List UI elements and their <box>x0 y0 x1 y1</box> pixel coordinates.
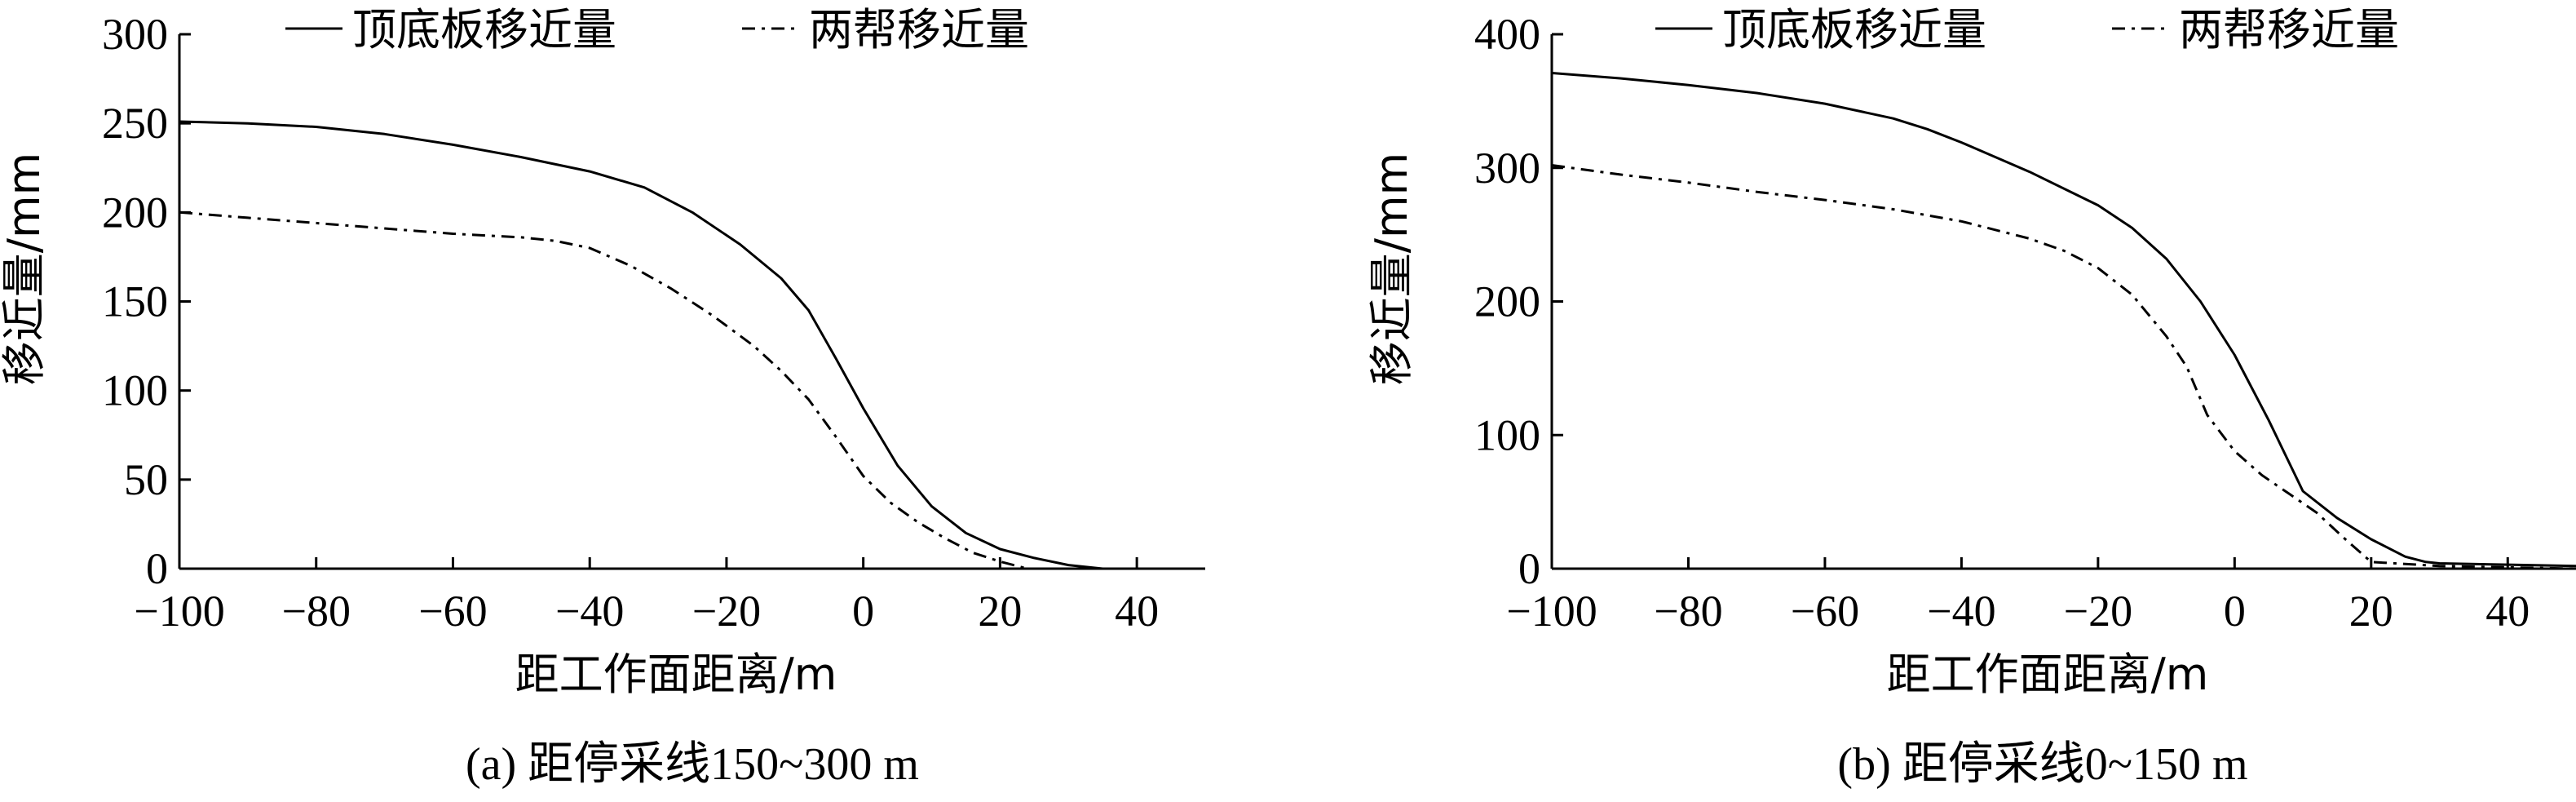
chart-panel-b: 0 100 200 300 400 −100 −80 −60 −40 −20 0 20 40 距工作面距离… <box>1366 4 2576 790</box>
x-tick-label: 20 <box>2349 587 2393 636</box>
x-tick-label: 40 <box>1115 587 1159 636</box>
y-tick-label: 300 <box>102 10 168 59</box>
y-tick-label: 100 <box>102 366 168 415</box>
x-axis-title: 距工作面距离/m <box>515 649 837 700</box>
y-tick-label: 50 <box>124 455 168 504</box>
y-tick-label: 0 <box>1518 544 1540 593</box>
x-tick-label: −100 <box>134 587 224 636</box>
y-tick-label: 100 <box>1474 410 1540 459</box>
legend-label: 顶底板移近量 <box>352 4 616 55</box>
figure-caption: (a) 距停采线150~300 m <box>466 739 919 790</box>
y-tick-label: 200 <box>1474 277 1540 326</box>
x-tick-label: −100 <box>1506 587 1597 636</box>
y-tick-label: 150 <box>102 277 168 326</box>
y-tick-label: 300 <box>1474 144 1540 193</box>
figure-caption: (b) 距停采线0~150 m <box>1837 739 2247 790</box>
x-tick-label: −40 <box>1927 587 1995 636</box>
x-tick-label: 0 <box>852 587 874 636</box>
legend-label: 两帮移近量 <box>2179 4 2399 55</box>
y-tick-label: 200 <box>102 188 168 237</box>
series-line-roof-floor <box>1551 72 2576 568</box>
x-tick-label: −60 <box>1791 587 1859 636</box>
x-tick-label: −40 <box>555 587 624 636</box>
series-line-sidewall <box>179 210 1028 570</box>
x-tick-label: 20 <box>978 587 1022 636</box>
x-tick-label: −20 <box>692 587 761 636</box>
x-tick-label: −60 <box>418 587 487 636</box>
y-tick-label: 250 <box>102 99 168 148</box>
legend-label: 两帮移近量 <box>809 4 1029 55</box>
y-axis-title: 移近量/mm <box>1366 153 1417 385</box>
x-tick-label: −80 <box>1654 587 1722 636</box>
legend-label: 顶底板移近量 <box>1722 4 1986 55</box>
x-tick-label: 0 <box>2224 587 2246 636</box>
y-tick-label: 0 <box>146 544 168 593</box>
series-line-roof-floor <box>179 120 1103 570</box>
x-tick-label: −20 <box>2064 587 2132 636</box>
y-axis-title: 移近量/mm <box>0 153 50 385</box>
x-tick-label: −80 <box>281 587 350 636</box>
x-axis-title: 距工作面距离/m <box>1887 649 2209 700</box>
chart-panel-a: 0 50 100 150 200 250 300 −100 −80 −60 −40 −20 0 20 40 距… <box>0 4 1205 790</box>
series-line-sidewall <box>1551 164 2576 570</box>
x-tick-label: 40 <box>2485 587 2530 636</box>
y-tick-label: 400 <box>1474 10 1540 59</box>
